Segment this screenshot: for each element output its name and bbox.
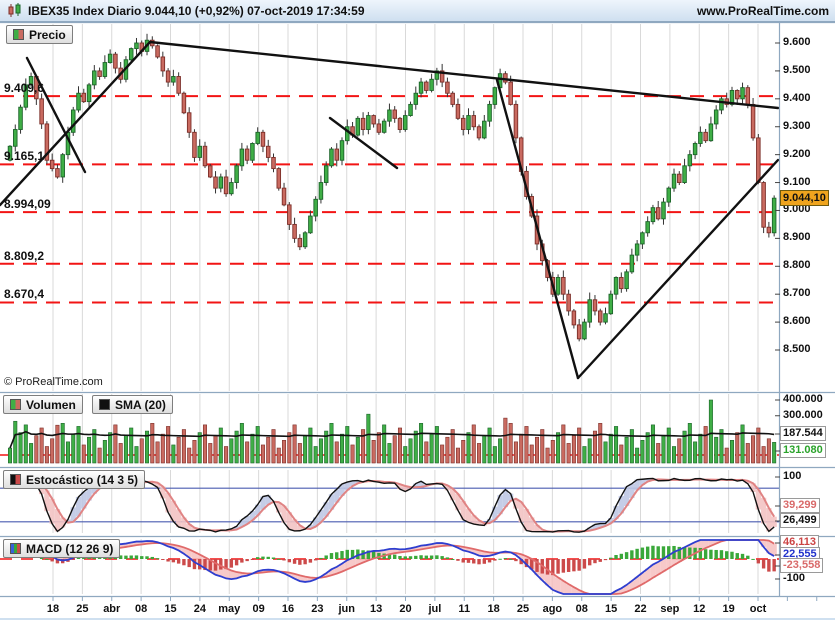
price-axis-label: 9.500 [783,63,811,76]
price-axis-label: 9.100 [783,175,811,188]
x-axis-label: 08 [575,603,588,615]
chart-title: IBEX35 Index Diario 9.044,10 (+0,92%) 07… [28,3,365,18]
price-axis-label: 9.200 [783,147,811,160]
tab-volumen[interactable]: Volumen [3,395,83,414]
x-axis-label: may [218,603,241,615]
tab-macd[interactable]: MACD (12 26 9) [3,539,121,558]
candlestick-chart-icon [8,3,21,18]
price-axis-label: 9.400 [783,91,811,104]
x-axis-label: 25 [516,603,530,615]
x-axis-label: 08 [135,603,148,615]
x-axis-label: 15 [164,603,177,615]
prorealtime-link[interactable]: www.ProRealTime.com [696,3,829,18]
price-axis-label: 8.600 [783,315,811,328]
x-axis-label: 20 [399,603,412,615]
candles-layer [7,33,777,342]
tab-precio-label: Precio [29,27,66,42]
levels-layer [0,95,779,560]
price-level-label: 9.165,1 [4,149,45,164]
x-axis-label: 18 [46,603,60,615]
x-axis-label: 23 [311,603,324,615]
stochastic-d-box: 39,299 [780,498,820,513]
price-axis-label: 8.800 [783,259,811,272]
volume-axis-label: 300.000 [783,408,823,421]
macd-layer [38,539,777,595]
volume-layer [8,399,777,464]
macd-hist-box: -23,558 [780,558,824,573]
gridlines-layer [52,24,818,601]
price-icon [13,29,24,40]
x-axis-label: 09 [252,603,265,615]
price-axis-label: 9.600 [783,36,811,48]
x-axis-label: 11 [458,603,471,615]
price-axis-label: 9.300 [783,119,811,132]
x-axis-label: 19 [722,603,735,615]
x-axis-label: 12 [693,603,706,615]
macd-icon [10,543,21,554]
volume-sma-value-box: 187.544 [780,426,826,441]
x-axis-label: 16 [281,603,295,615]
trendlines-layer [0,40,779,380]
x-axis-label: jun [338,603,356,615]
tab-sma[interactable]: SMA (20) [92,395,173,414]
tab-precio[interactable]: Precio [6,25,73,44]
price-level-label: 9.409,6 [4,81,45,96]
volume-icon [10,399,21,410]
price-axis-label: 8.500 [783,343,811,355]
x-axis-label: jul [428,603,442,615]
current-price-box: 9.044,10 [780,190,829,207]
price-axis-label: 8.900 [783,231,811,244]
price-level-label: 8.809,2 [4,248,45,263]
stochastic-icon [10,474,21,485]
macd-bottom-label: -100 [783,572,806,584]
x-axis-label: 24 [193,603,206,615]
price-axis-label: 9.000 [783,203,811,216]
tab-estocastico[interactable]: Estocástico (14 3 5) [3,470,146,489]
x-axis-label: 18 [487,603,500,615]
x-axis-label: 15 [605,603,618,615]
x-axis-label: oct [749,603,767,615]
tab-macd-label: MACD (12 26 9) [26,541,114,556]
x-axis-label: ago [542,603,563,615]
x-axis-label: 22 [634,603,647,615]
x-axis-label: sep [660,603,680,615]
price-level-label: 8.670,4 [4,287,45,302]
frame-layer [0,21,835,620]
title-bar: IBEX35 Index Diario 9.044,10 (+0,92%) 07… [0,0,835,22]
stochastic-top-label: 100 [783,470,802,482]
volume-current-box: 131.080 [780,443,826,458]
x-axis-label: 25 [76,603,89,615]
stochastic-k-box: 26,499 [780,513,820,528]
time-axis[interactable] [0,597,835,620]
tab-volumen-label: Volumen [26,397,76,412]
price-axis-label: 8.700 [783,287,811,300]
tab-estocastico-label: Estocástico (14 3 5) [26,472,139,487]
price-level-label: 8.994,09 [4,197,51,212]
x-axis-label: 13 [370,603,383,615]
watermark: © ProRealTime.com [4,376,103,388]
x-axis-label: abr [103,603,121,615]
volume-axis-label: 400.000 [783,393,823,405]
tab-sma-label: SMA (20) [115,397,166,412]
sma-icon [99,399,110,410]
